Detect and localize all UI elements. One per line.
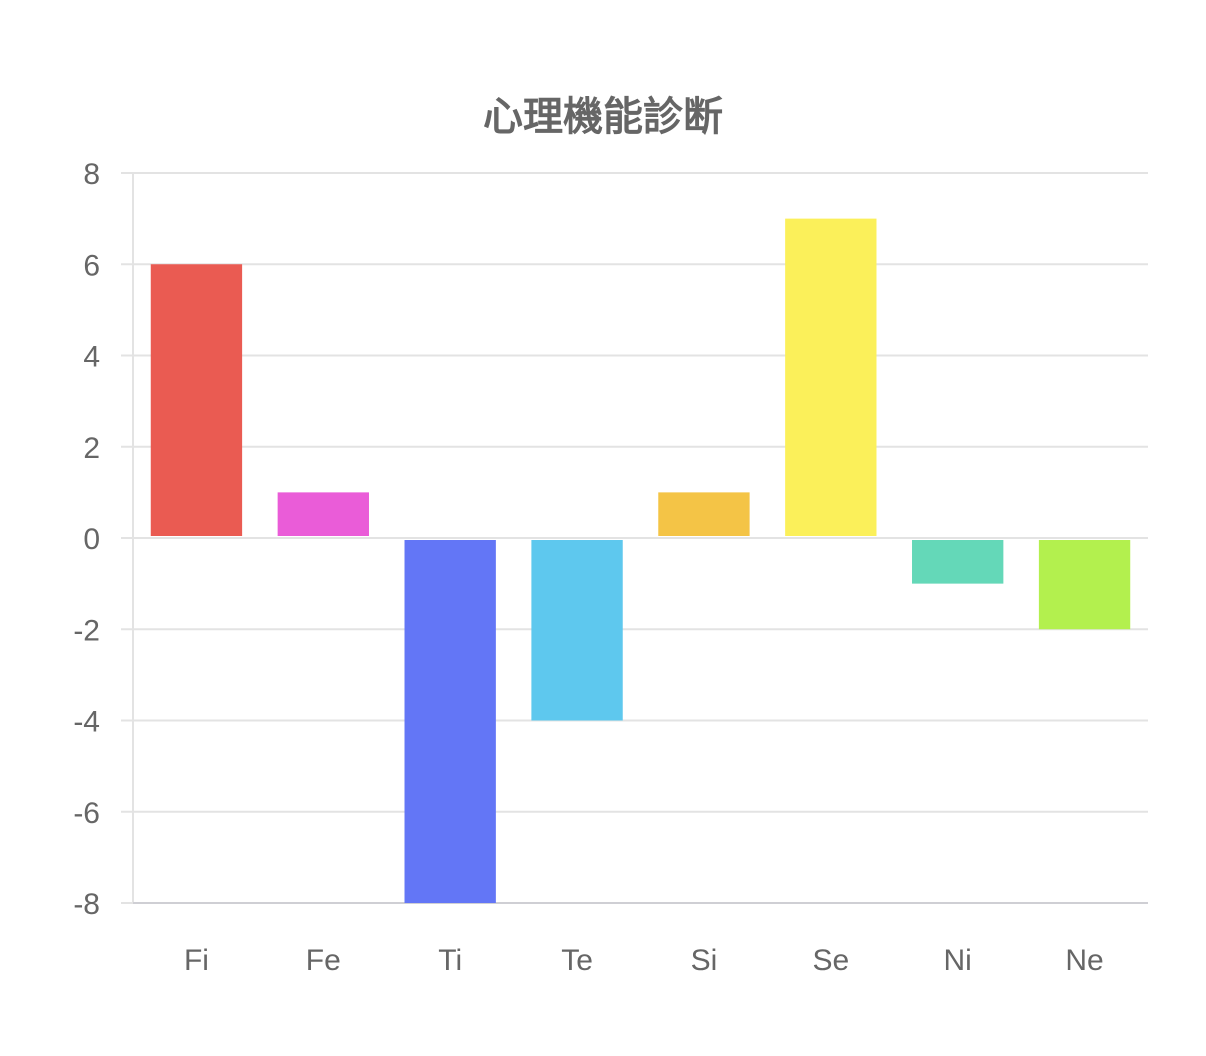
bars (150, 218, 1131, 903)
bar-Ti (404, 540, 496, 903)
y-tick-label: 4 (83, 341, 100, 374)
y-tick-label: -2 (73, 614, 100, 647)
y-tick-label: -8 (73, 888, 100, 921)
y-tick-label: -6 (73, 797, 100, 830)
y-tick-label: 2 (83, 432, 100, 465)
y-tick-label: 6 (83, 249, 100, 282)
x-tick-label: Fe (306, 944, 341, 977)
bar-Si (658, 492, 750, 536)
bar-Se (785, 218, 877, 536)
gridlines (121, 172, 1148, 904)
x-tick-label: Ti (438, 944, 462, 977)
bar-Ne (1038, 540, 1131, 630)
y-tick-label: 0 (83, 523, 100, 556)
bar-Fe (277, 492, 369, 536)
bar-Te (531, 540, 623, 721)
bar-Ni (912, 540, 1004, 584)
chart-title: 心理機能診断 (483, 94, 723, 140)
y-tick-labels: 8 6 4 2 0 -2 -4 -6 -8 (73, 158, 100, 921)
x-tick-label: Se (812, 944, 849, 977)
x-tick-labels: Fi Fe Ti Te Si Se Ni Ne (184, 944, 1104, 977)
bar-Fi (150, 264, 243, 536)
x-tick-label: Si (691, 944, 718, 977)
x-tick-label: Te (561, 944, 593, 977)
y-tick-label: -4 (73, 706, 100, 739)
x-tick-label: Ni (944, 944, 972, 977)
x-tick-label: Ne (1065, 944, 1103, 977)
x-tick-label: Fi (184, 944, 209, 977)
y-tick-label: 8 (83, 158, 100, 191)
